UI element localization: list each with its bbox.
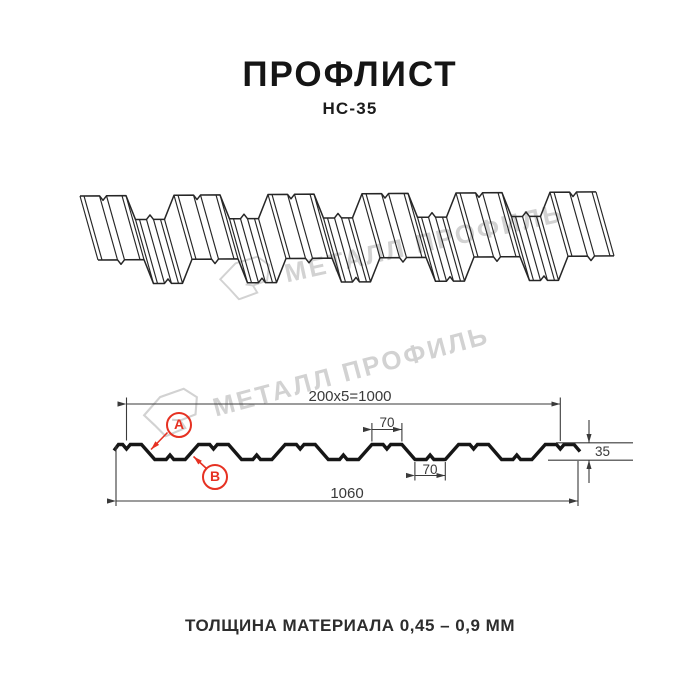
dim-overall-width: 1060: [330, 485, 364, 502]
profile-cross-section: [107, 397, 633, 506]
thickness-note: ТОЛЩИНА МАТЕРИАЛА 0,45 – 0,9 ММ: [185, 616, 515, 635]
ref-label-a: A: [166, 412, 192, 438]
dim-width-formula: 200x5=1000: [308, 388, 392, 405]
dim-crest-width: 70: [379, 415, 395, 430]
page-title: ПРОФЛИСТ: [242, 55, 458, 94]
dim-height: 35: [595, 444, 611, 459]
product-code: НС-35: [322, 99, 378, 118]
profile-3d-view: [79, 191, 615, 285]
ref-label-b: B: [202, 464, 228, 490]
dim-valley-width: 70: [422, 462, 438, 477]
